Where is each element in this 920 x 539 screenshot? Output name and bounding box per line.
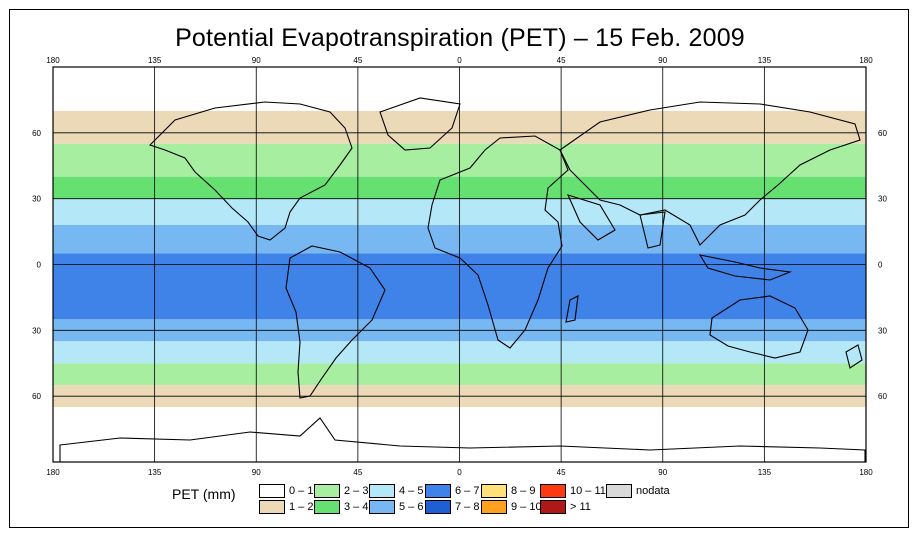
asia-outline (559, 101, 861, 246)
legend-swatch (314, 500, 340, 514)
top-lon-label: 45 (557, 56, 566, 65)
legend-swatch (369, 500, 395, 514)
legend-swatch (369, 484, 395, 498)
map-title: Potential Evapotranspiration (PET) – 15 … (175, 24, 745, 52)
legend-swatch (425, 500, 451, 514)
bottom-lon-label: 180 (859, 468, 873, 477)
legend-label: 6 – 7 (455, 485, 480, 497)
greenland-outline (379, 97, 461, 151)
south-america-outline (285, 245, 386, 399)
top-lon-label: 180 (46, 56, 60, 65)
land-outlines (59, 97, 866, 463)
legend-label: nodata (636, 485, 670, 497)
left-lat-label: 30 (32, 195, 41, 204)
graticule (52, 67, 867, 462)
top-lon-label: 0 (457, 56, 462, 65)
bottom-lon-label: 90 (658, 468, 667, 477)
right-lat-label: 30 (878, 326, 887, 335)
new-zealand-outline (845, 344, 863, 369)
legend-label: > 11 (570, 501, 591, 513)
right-lat-label: 30 (878, 195, 887, 204)
legend-swatch (481, 500, 507, 514)
left-lat-label: 60 (32, 129, 41, 138)
indonesia-outline (698, 254, 793, 281)
legend-label: 2 – 3 (344, 485, 369, 497)
bottom-lon-label: 135 (148, 468, 162, 477)
left-lat-label: 0 (37, 261, 42, 270)
bottom-lon-label: 135 (758, 468, 772, 477)
legend-label: 7 – 8 (455, 501, 480, 513)
legend-swatch (259, 500, 285, 514)
map-border (52, 66, 867, 463)
legend-label: 0 – 1 (289, 485, 314, 497)
legend-label: 8 – 9 (511, 485, 536, 497)
legend-label: 10 – 11 (570, 485, 606, 497)
bottom-lon-label: 90 (252, 468, 261, 477)
top-lon-label: 90 (252, 56, 261, 65)
legend-swatch (481, 484, 507, 498)
tick-labels: 180 135 90 45 0 45 90 135 180 180 135 90 45 0 45 90 135 1… (32, 56, 887, 477)
north-america-outline (148, 101, 353, 241)
legend-swatch (606, 484, 632, 498)
top-lon-label: 90 (658, 56, 667, 65)
top-lon-label: 180 (859, 56, 873, 65)
bottom-lon-label: 45 (353, 468, 362, 477)
legend-label: 1 – 2 (289, 501, 314, 513)
left-lat-label: 60 (32, 392, 41, 401)
right-lat-label: 0 (878, 261, 883, 270)
legend-label: 4 – 5 (399, 485, 424, 497)
antarctica-outline (59, 417, 866, 463)
right-lat-label: 60 (878, 129, 887, 138)
bottom-lon-label: 180 (46, 468, 60, 477)
legend-swatch (425, 484, 451, 498)
bottom-lon-label: 45 (557, 468, 566, 477)
legend-label: 3 – 4 (344, 501, 369, 513)
legend-swatch (540, 500, 566, 514)
madagascar-outline (565, 295, 579, 323)
legend-swatch (540, 484, 566, 498)
legend-label: 5 – 6 (399, 501, 424, 513)
top-lon-label: 135 (148, 56, 162, 65)
europe-africa-outline (427, 135, 569, 349)
right-lat-label: 60 (878, 392, 887, 401)
legend-swatch (259, 484, 285, 498)
left-lat-label: 30 (32, 326, 41, 335)
legend-title: PET (mm) (172, 486, 236, 502)
top-lon-label: 135 (758, 56, 772, 65)
top-lon-label: 45 (353, 56, 362, 65)
bottom-lon-label: 0 (457, 468, 462, 477)
legend-label: 9 – 10 (511, 501, 542, 513)
figure-frame (9, 9, 909, 528)
arabia-india-outline (567, 194, 666, 249)
australia-outline (709, 295, 809, 359)
legend-swatch (314, 484, 340, 498)
